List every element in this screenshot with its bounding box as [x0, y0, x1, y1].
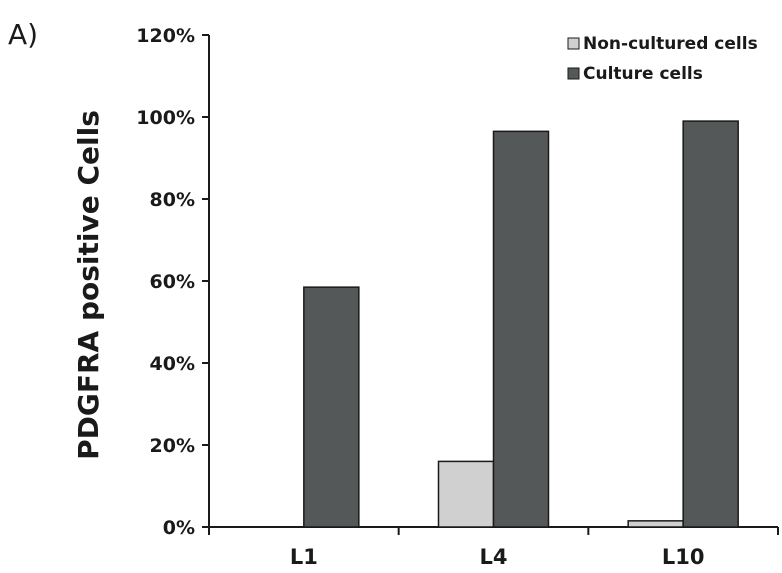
- x-axis: L1 L4 L10: [208, 526, 779, 569]
- bar-culture-l1: [303, 286, 360, 528]
- x-category-label: L10: [662, 545, 705, 569]
- bar-culture-l4: [492, 130, 550, 528]
- y-tick-label: 40%: [150, 353, 195, 375]
- y-tick-label: 100%: [136, 107, 195, 129]
- legend: Non-cultured cells Culture cells: [567, 34, 758, 84]
- legend-label: Non-cultured cells: [583, 34, 758, 54]
- y-tick-label: 80%: [150, 189, 195, 211]
- x-category-label: L4: [480, 545, 508, 569]
- y-tick-label: 20%: [150, 435, 195, 457]
- bar-non-cultured-l10: [627, 520, 684, 528]
- panel-label: A): [8, 18, 38, 51]
- y-tick-label: 120%: [136, 25, 195, 47]
- y-tick-label: 0%: [163, 517, 195, 539]
- y-axis: 0% 20% 40% 60% 80% 100% 120%: [136, 25, 210, 539]
- bar-non-cultured-l4: [437, 460, 495, 528]
- bar-culture-l10: [682, 120, 739, 528]
- legend-swatch: [567, 67, 580, 80]
- y-axis-title: PDGFRA positive Cells: [72, 110, 105, 460]
- bars: [303, 120, 739, 528]
- x-category-label: L1: [290, 545, 318, 569]
- y-tick-label: 60%: [150, 271, 195, 293]
- legend-label: Culture cells: [583, 64, 703, 84]
- legend-swatch: [567, 37, 580, 50]
